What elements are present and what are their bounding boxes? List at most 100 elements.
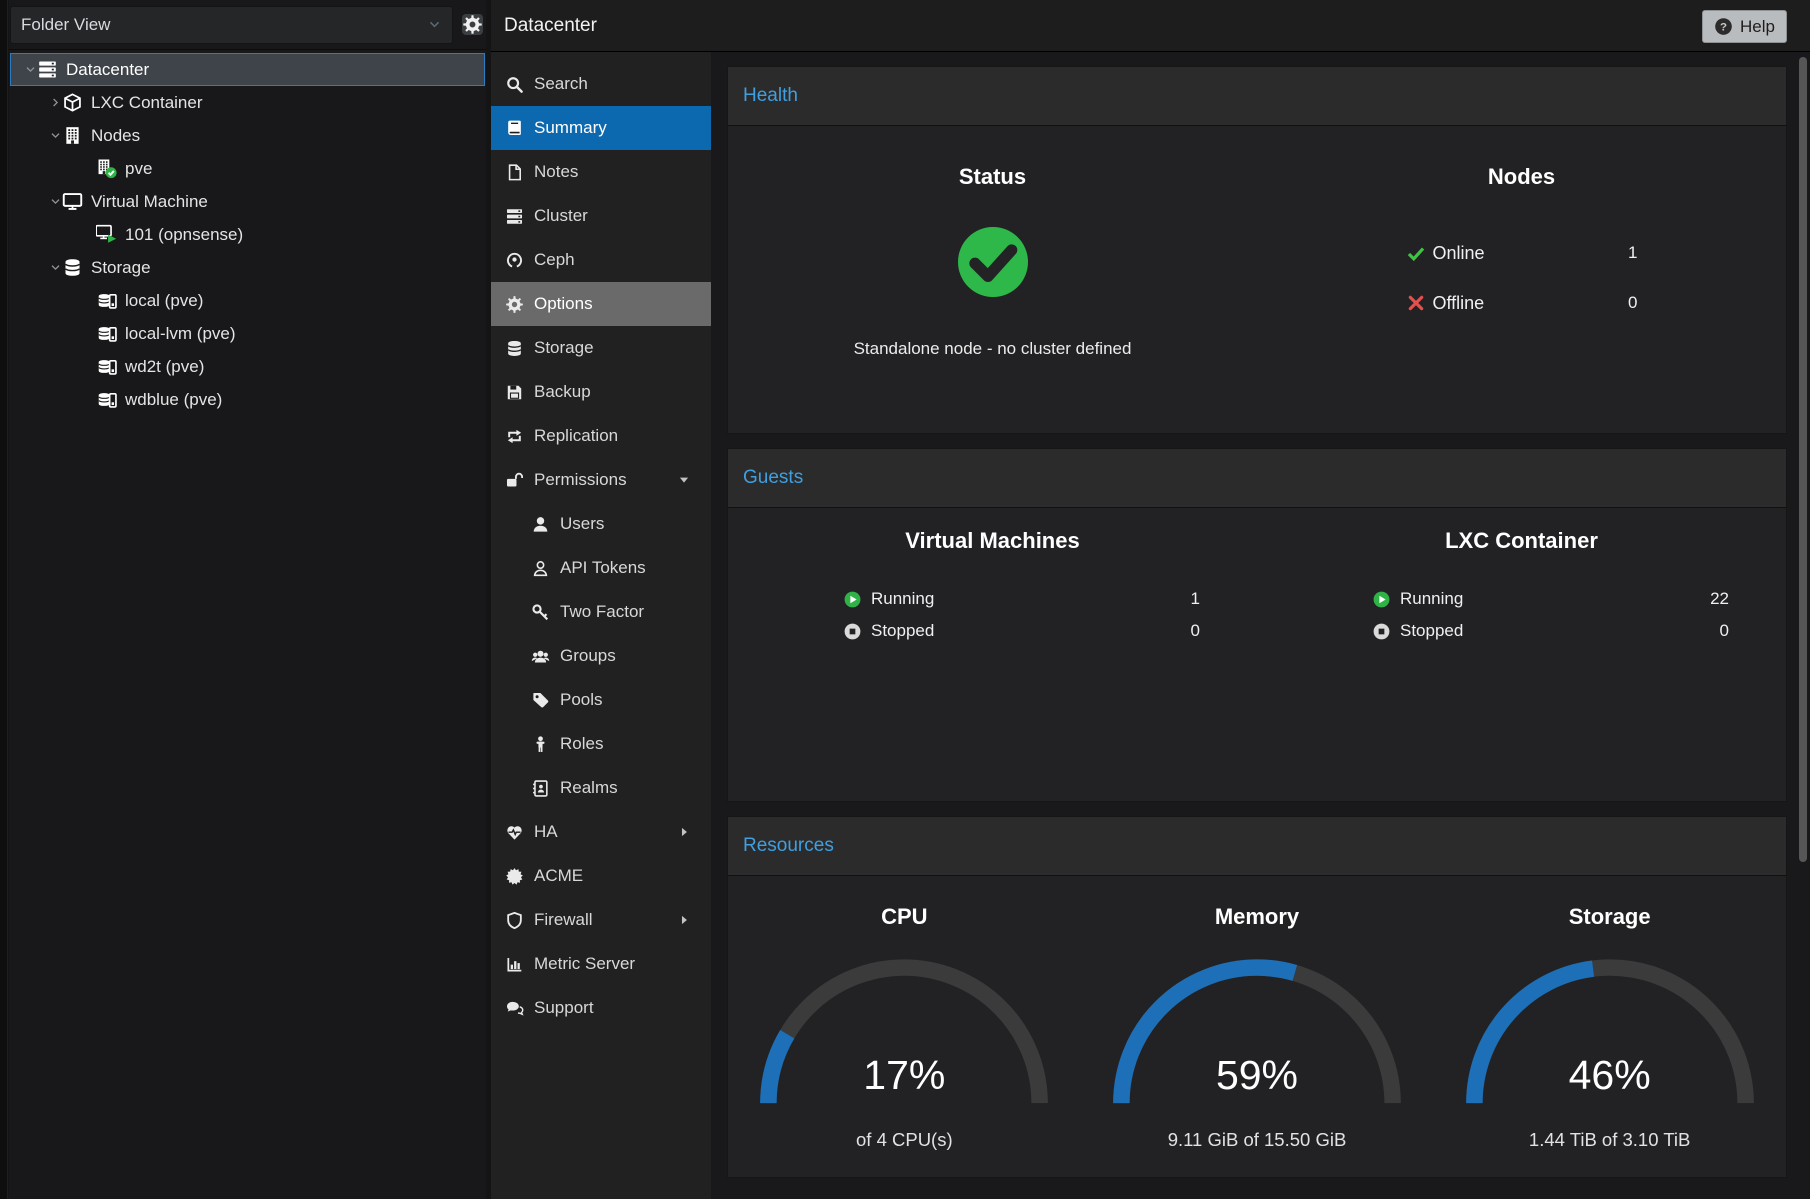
guest-column-heading: LXC Container	[1257, 528, 1786, 554]
database-drive-icon	[96, 323, 117, 344]
tree-item-wdblue-pve[interactable]: wdblue (pve)	[10, 383, 485, 416]
tree-item-local-pve[interactable]: local (pve)	[10, 284, 485, 317]
check-circle-icon	[953, 222, 1033, 302]
guest-state-value: 1	[1191, 589, 1200, 609]
gauge-percent: 59%	[1102, 1052, 1412, 1099]
tree-item-virtual-machine[interactable]: Virtual Machine	[10, 185, 485, 218]
stop-circle-icon	[1372, 622, 1391, 641]
nav-item-ceph[interactable]: Ceph	[491, 238, 711, 282]
tree-item-pve[interactable]: pve	[10, 152, 485, 185]
guest-state-label: Stopped	[1400, 621, 1463, 641]
users-icon	[531, 647, 550, 666]
resources-panel-title: Resources	[727, 816, 1787, 876]
user-outline-icon	[531, 559, 550, 578]
nav-item-label: Backup	[534, 382, 591, 402]
tree-item-wd2t-pve[interactable]: wd2t (pve)	[10, 350, 485, 383]
node-status-label: Online	[1433, 243, 1485, 264]
tree-item-label: pve	[125, 159, 152, 179]
guest-row-running: Running 22	[1372, 583, 1729, 615]
nav-item-roles[interactable]: Roles	[491, 722, 711, 766]
nav-item-realms[interactable]: Realms	[491, 766, 711, 810]
nav-item-ha[interactable]: HA	[491, 810, 711, 854]
monitor-icon	[62, 191, 83, 212]
database-drive-icon	[96, 356, 117, 377]
nav-item-permissions[interactable]: Permissions	[491, 458, 711, 502]
nav-item-label: Pools	[560, 690, 603, 710]
person-icon	[531, 735, 550, 754]
chevron-down-icon[interactable]	[24, 63, 37, 76]
help-button[interactable]: ? Help	[1702, 10, 1787, 43]
guest-row-running: Running1	[843, 583, 1200, 615]
nav-item-label: Groups	[560, 646, 616, 666]
key-icon	[531, 603, 550, 622]
caret-down-icon	[677, 473, 691, 487]
chevron-right-icon[interactable]	[49, 96, 62, 109]
guest-state-value: 22	[1710, 589, 1729, 609]
nav-item-label: Cluster	[534, 206, 588, 226]
gear-icon	[505, 295, 524, 314]
unlock-icon	[505, 471, 524, 490]
nav-item-summary[interactable]: Summary	[491, 106, 711, 150]
nav-item-label: Search	[534, 74, 588, 94]
tree-item-datacenter[interactable]: Datacenter	[10, 53, 485, 86]
guests-columns: Virtual MachinesRunning1Stopped0LXC Cont…	[727, 508, 1787, 802]
nav-item-options[interactable]: Options	[491, 282, 711, 326]
nav-item-support[interactable]: Support	[491, 986, 711, 1030]
cube-icon	[62, 92, 83, 113]
nav-item-notes[interactable]: Notes	[491, 150, 711, 194]
nav-item-label: ACME	[534, 866, 583, 886]
nav-item-api-tokens[interactable]: API Tokens	[491, 546, 711, 590]
nav-item-two-factor[interactable]: Two Factor	[491, 590, 711, 634]
tree-item-label: local (pve)	[125, 291, 203, 311]
chart-icon	[505, 955, 524, 974]
tree-item-label: Storage	[91, 258, 151, 278]
nav-item-label: Options	[534, 294, 593, 314]
guest-row-stopped: Stopped0	[843, 615, 1200, 647]
nav-item-label: Ceph	[534, 250, 575, 270]
tag-icon	[531, 691, 550, 710]
help-button-label: Help	[1740, 17, 1775, 37]
nav-item-replication[interactable]: Replication	[491, 414, 711, 458]
guest-row-stopped: Stopped0	[1372, 615, 1729, 647]
chevron-down-icon[interactable]	[49, 129, 62, 142]
guest-column-lxc-container: LXC Container Running 22 Stopped0	[1257, 508, 1786, 647]
cluster-status-message: Standalone node - no cluster defined	[728, 339, 1257, 359]
database-drive-icon	[96, 290, 117, 311]
tree-settings-button[interactable]	[462, 14, 483, 35]
nav-item-firewall[interactable]: Firewall	[491, 898, 711, 942]
caret-right-icon	[677, 913, 691, 927]
chevron-down-icon[interactable]	[49, 195, 62, 208]
nav-item-label: Realms	[560, 778, 618, 798]
guest-rows: Running 22 Stopped0	[1372, 583, 1729, 647]
tree-item-label: wdblue (pve)	[125, 390, 222, 410]
gauge: 46%	[1455, 948, 1765, 1113]
view-mode-select[interactable]: Folder View	[10, 6, 453, 44]
server-stack-icon	[505, 207, 524, 226]
tree-item-lxc-container[interactable]: LXC Container	[10, 86, 485, 119]
nav-item-storage[interactable]: Storage	[491, 326, 711, 370]
nav-item-label: Replication	[534, 426, 618, 446]
nav-item-backup[interactable]: Backup	[491, 370, 711, 414]
play-circle-icon	[1372, 590, 1391, 609]
nav-item-metric-server[interactable]: Metric Server	[491, 942, 711, 986]
nav-item-cluster[interactable]: Cluster	[491, 194, 711, 238]
question-circle-icon: ?	[1714, 17, 1733, 36]
gauge: 17%	[749, 948, 1059, 1113]
tree-item-storage[interactable]: Storage	[10, 251, 485, 284]
nav-item-label: Notes	[534, 162, 578, 182]
gauge-heading: CPU	[728, 904, 1081, 930]
tree-item-local-lvm-pve[interactable]: local-lvm (pve)	[10, 317, 485, 350]
window-edge	[0, 0, 8, 1199]
nav-item-acme[interactable]: ACME	[491, 854, 711, 898]
nav-item-search[interactable]: Search	[491, 62, 711, 106]
nav-item-pools[interactable]: Pools	[491, 678, 711, 722]
nav-item-users[interactable]: Users	[491, 502, 711, 546]
guest-state-label: Running	[1400, 589, 1463, 609]
chevron-down-icon[interactable]	[49, 261, 62, 274]
nav-item-label: Two Factor	[560, 602, 644, 622]
nav-item-groups[interactable]: Groups	[491, 634, 711, 678]
scrollbar-thumb[interactable]	[1799, 57, 1807, 862]
tree-item-101-opnsense[interactable]: 101 (opnsense)	[10, 218, 485, 251]
tree-item-nodes[interactable]: Nodes	[10, 119, 485, 152]
node-status-value: 1	[1628, 243, 1637, 263]
